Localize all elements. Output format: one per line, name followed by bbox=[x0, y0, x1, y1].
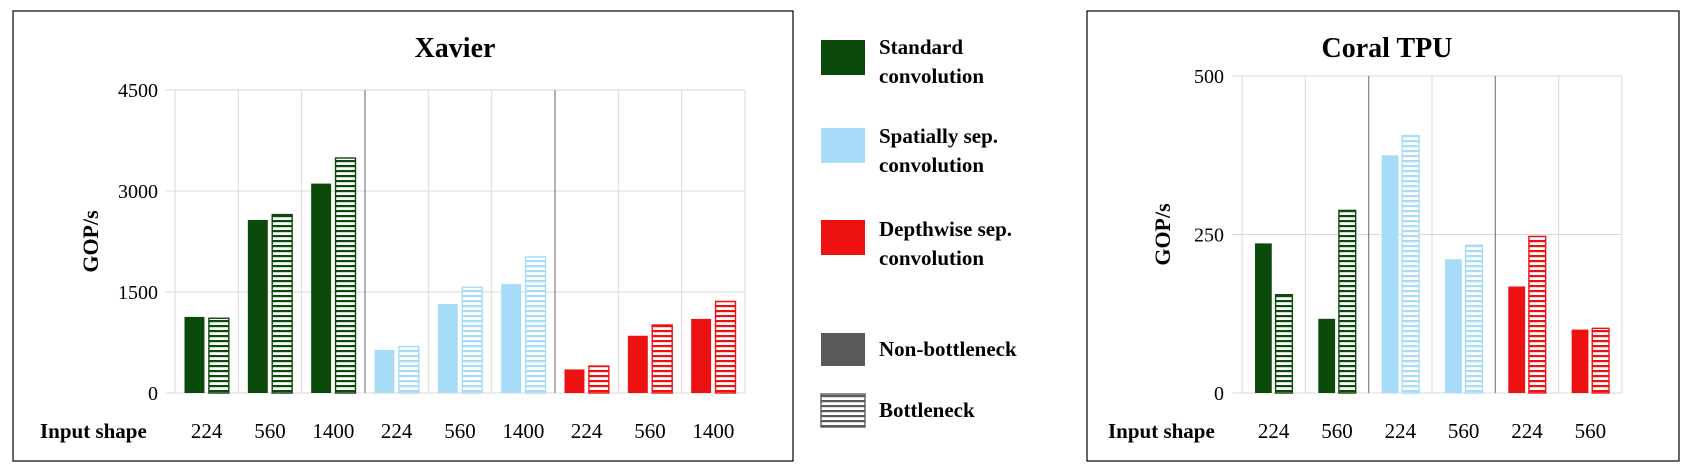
y-tick-label: 4500 bbox=[118, 80, 158, 102]
bar-non-bottleneck bbox=[1571, 329, 1589, 393]
y-axis-label: GOP/s bbox=[78, 210, 103, 273]
bar-bottleneck bbox=[1338, 209, 1357, 394]
chart-title: Xavier bbox=[415, 33, 496, 64]
bar-bottleneck bbox=[461, 286, 483, 394]
bar-bottleneck bbox=[208, 317, 230, 394]
xavier-chart: Xavier 0 1500 3000 4500 224 560 1400 224 560 1400 2… bbox=[12, 10, 794, 462]
bar-non-bottleneck bbox=[247, 219, 268, 393]
x-tick-label: 560 bbox=[1321, 419, 1353, 443]
y-tick-label: 3000 bbox=[118, 181, 158, 203]
legend-label: convolution bbox=[879, 64, 984, 88]
legend-swatch bbox=[821, 128, 865, 163]
chart-frame bbox=[12, 10, 794, 462]
bar-non-bottleneck bbox=[1508, 286, 1526, 393]
x-tick-label: 560 bbox=[1448, 419, 1480, 443]
bar-non-bottleneck bbox=[1318, 318, 1336, 393]
bar-non-bottleneck bbox=[437, 304, 458, 393]
bar-bottleneck bbox=[524, 256, 547, 394]
x-tick-label: 1400 bbox=[692, 419, 734, 443]
x-tick-label: 560 bbox=[634, 419, 666, 443]
y-tick-label: 500 bbox=[1194, 66, 1224, 88]
chart-title: Coral TPU bbox=[1322, 33, 1453, 64]
legend: Standard convolution Spatially sep. convolu… bbox=[820, 35, 1017, 428]
legend-swatch bbox=[820, 393, 866, 428]
bar-non-bottleneck bbox=[564, 369, 585, 393]
bar-non-bottleneck bbox=[691, 318, 712, 393]
bar-non-bottleneck bbox=[627, 335, 648, 393]
bar-bottleneck bbox=[271, 213, 293, 394]
legend-label: Spatially sep. bbox=[879, 124, 998, 148]
legend-label: Non-bottleneck bbox=[879, 337, 1017, 361]
legend-label: Standard bbox=[879, 35, 963, 59]
bar-bottleneck bbox=[1528, 235, 1547, 394]
bar-bottleneck bbox=[334, 157, 357, 394]
x-tick-label: 560 bbox=[1575, 419, 1607, 443]
x-tick-label: 224 bbox=[1385, 419, 1417, 443]
bar-bottleneck bbox=[714, 300, 737, 394]
coral-tpu-chart: Coral TPU 0 250 500 224 560 224 560 224 560 GOP/s I… bbox=[1086, 10, 1680, 462]
y-tick-label: 0 bbox=[1214, 383, 1224, 405]
x-tick-label: 1400 bbox=[502, 419, 544, 443]
legend-label: Depthwise sep. bbox=[879, 217, 1012, 241]
x-tick-label: 224 bbox=[1511, 419, 1543, 443]
x-tick-label: 560 bbox=[254, 419, 286, 443]
bar-non-bottleneck bbox=[311, 183, 332, 393]
y-tick-label: 250 bbox=[1194, 225, 1224, 247]
bar-bottleneck bbox=[1274, 294, 1294, 394]
legend-label: convolution bbox=[879, 153, 984, 177]
legend-swatch bbox=[821, 333, 865, 366]
x-tick-label: 224 bbox=[1258, 419, 1290, 443]
x-tick-label: 1400 bbox=[312, 419, 354, 443]
bar-bottleneck bbox=[1401, 134, 1420, 394]
x-tick-label: 224 bbox=[381, 419, 413, 443]
y-tick-label: 1500 bbox=[118, 282, 158, 304]
x-tick-label: 224 bbox=[191, 419, 223, 443]
chart-frame bbox=[1086, 10, 1680, 462]
x-tick-label: 560 bbox=[444, 419, 476, 443]
legend-swatch bbox=[821, 40, 865, 75]
bar-non-bottleneck bbox=[1444, 259, 1462, 393]
bar-non-bottleneck bbox=[184, 316, 205, 393]
bar-bottleneck bbox=[1591, 327, 1610, 394]
bar-bottleneck bbox=[588, 365, 610, 394]
y-tick-label: 0 bbox=[148, 383, 158, 405]
bar-bottleneck bbox=[651, 324, 673, 394]
legend-swatch bbox=[821, 220, 865, 255]
bar-bottleneck bbox=[398, 345, 420, 394]
x-axis-label: Input shape bbox=[1108, 419, 1215, 443]
legend-label: Bottleneck bbox=[879, 398, 975, 422]
bar-non-bottleneck bbox=[374, 349, 395, 393]
x-tick-label: 224 bbox=[571, 419, 603, 443]
bar-bottleneck bbox=[1464, 244, 1484, 394]
bar-non-bottleneck bbox=[1254, 243, 1272, 393]
bar-non-bottleneck bbox=[1381, 155, 1399, 393]
legend-label: convolution bbox=[879, 246, 984, 270]
y-axis-label: GOP/s bbox=[1150, 203, 1175, 266]
bar-non-bottleneck bbox=[501, 283, 522, 393]
x-axis-label: Input shape bbox=[40, 419, 147, 443]
